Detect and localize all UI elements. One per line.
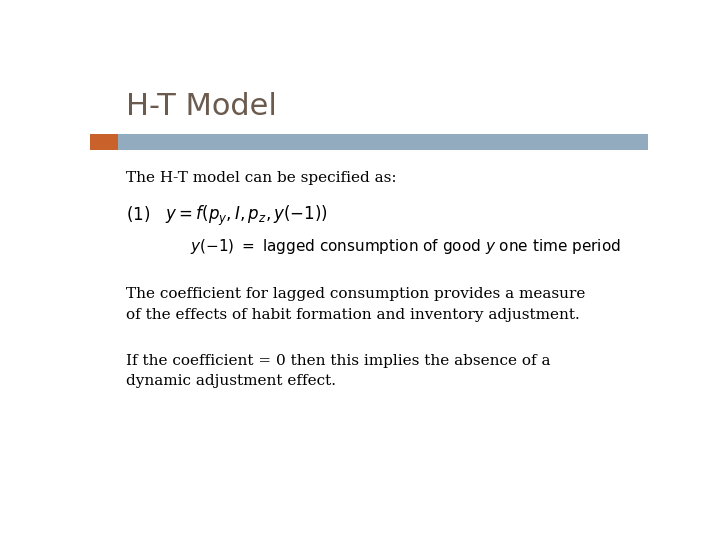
Text: The H-T model can be specified as:: The H-T model can be specified as: <box>126 171 397 185</box>
Text: If the coefficient = 0 then this implies the absence of a
dynamic adjustment eff: If the coefficient = 0 then this implies… <box>126 354 551 388</box>
Text: The coefficient for lagged consumption provides a measure
of the effects of habi: The coefficient for lagged consumption p… <box>126 287 585 322</box>
Bar <box>118 134 648 150</box>
Text: $y(-1)$ $=$ lagged consumption of good $y$ one time period: $y(-1)$ $=$ lagged consumption of good $… <box>190 238 621 256</box>
Text: H-T Model: H-T Model <box>126 92 277 121</box>
Text: $(1)$: $(1)$ <box>126 204 150 224</box>
Bar <box>90 134 118 150</box>
Text: $y = f(p_y, I, p_z, y(-1))$: $y = f(p_y, I, p_z, y(-1))$ <box>166 204 328 228</box>
